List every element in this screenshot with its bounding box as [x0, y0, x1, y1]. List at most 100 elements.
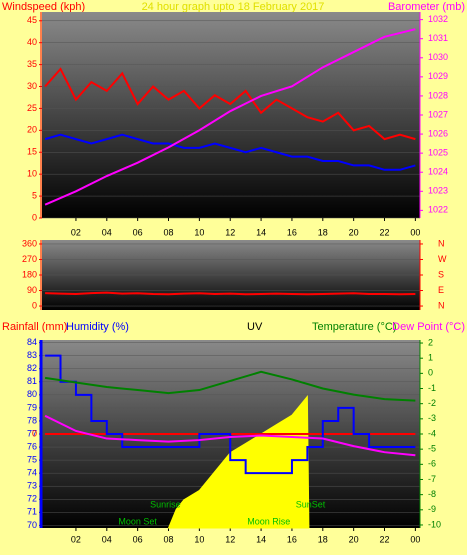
- x-tick-label: 20: [349, 534, 359, 544]
- series-line: [45, 291, 416, 296]
- y2-tick-label: 1022: [428, 205, 448, 215]
- x-tick-label: 14: [256, 534, 266, 544]
- series-line: [44, 370, 416, 402]
- x-tick-label: 00: [410, 534, 420, 544]
- dew-label: Dew Point (°C): [392, 321, 465, 333]
- x-tick-label: 08: [164, 534, 174, 544]
- y2-tick-label: 1025: [428, 148, 448, 158]
- y-tick-label: 270: [22, 254, 37, 264]
- series-line: [44, 67, 416, 141]
- x-tick-label: 04: [102, 227, 112, 237]
- annotation: Moon Rise: [247, 516, 290, 526]
- y-tick-label: 71: [27, 507, 37, 517]
- y-tick-label: 76: [27, 441, 37, 451]
- x-tick-label: 22: [380, 227, 390, 237]
- x-tick-label: 14: [256, 227, 266, 237]
- x-tick-label: 22: [380, 534, 390, 544]
- y-tick-label: 0: [32, 300, 37, 310]
- y2-tick-label: 1031: [428, 33, 448, 43]
- y-tick-label: 83: [27, 350, 37, 360]
- x-tick-label: 16: [287, 534, 297, 544]
- uv-label: UV: [247, 321, 263, 333]
- y2-tick-label: -3: [428, 413, 436, 423]
- x-tick-label: 20: [349, 227, 359, 237]
- series-line: [44, 133, 416, 171]
- series-line: [44, 414, 416, 457]
- annotation: Moon Set: [118, 516, 157, 526]
- y-tick-label: 0: [32, 212, 37, 222]
- y2-tick-label: 1032: [428, 14, 448, 24]
- x-tick-label: 02: [71, 534, 81, 544]
- y2-tick-label: 1030: [428, 52, 448, 62]
- x-tick-label: 12: [225, 534, 235, 544]
- series-line: [45, 354, 416, 475]
- y2-tick-label: -6: [428, 459, 436, 469]
- y-tick-label: 77: [27, 428, 37, 438]
- y2-tick-label: E: [438, 285, 444, 295]
- y-tick-label: 90: [27, 285, 37, 295]
- series-line: [44, 28, 416, 206]
- y-tick-label: 15: [27, 147, 37, 157]
- y-tick-label: 10: [27, 169, 37, 179]
- y-tick-label: 30: [27, 81, 37, 91]
- x-tick-label: 10: [194, 227, 204, 237]
- x-tick-label: 18: [318, 227, 328, 237]
- annotation: SunSet: [296, 499, 326, 509]
- baro-label: Barometer (mb): [388, 1, 465, 13]
- y2-tick-label: 1023: [428, 186, 448, 196]
- y2-tick-label: N: [438, 238, 445, 248]
- y-tick-label: 20: [27, 125, 37, 135]
- y-tick-label: 75: [27, 454, 37, 464]
- y-tick-label: 45: [27, 15, 37, 25]
- temp-label: Temperature (°C): [312, 321, 396, 333]
- x-tick-label: 08: [164, 227, 174, 237]
- y-tick-label: 82: [27, 363, 37, 373]
- title: 24 hour graph upto 18 February 2017: [142, 1, 325, 13]
- y2-tick-label: -4: [428, 428, 436, 438]
- y2-tick-label: 1029: [428, 71, 448, 81]
- wind-label: Windspeed (kph): [2, 1, 85, 13]
- uv-area: [167, 395, 310, 529]
- y2-tick-label: -2: [428, 398, 436, 408]
- plot-area: [42, 12, 420, 218]
- y2-tick-label: 2: [428, 337, 433, 347]
- y2-tick-label: -1: [428, 383, 436, 393]
- x-tick-label: 12: [225, 227, 235, 237]
- y-tick-label: 180: [22, 269, 37, 279]
- y-tick-label: 5: [32, 190, 37, 200]
- y-tick-label: 360: [22, 238, 37, 248]
- y2-tick-label: W: [438, 254, 447, 264]
- x-tick-label: 06: [133, 227, 143, 237]
- y-tick-label: 74: [27, 468, 37, 478]
- y-tick-label: 72: [27, 494, 37, 504]
- y-tick-label: 70: [27, 520, 37, 530]
- y-tick-label: 78: [27, 415, 37, 425]
- x-tick-label: 18: [318, 534, 328, 544]
- x-tick-label: 06: [133, 534, 143, 544]
- y2-tick-label: N: [438, 300, 445, 310]
- y-tick-label: 80: [27, 389, 37, 399]
- y2-tick-label: 0: [428, 368, 433, 378]
- y2-tick-label: -8: [428, 489, 436, 499]
- y2-tick-label: 1026: [428, 128, 448, 138]
- x-tick-label: 02: [71, 227, 81, 237]
- rain-label: Rainfall (mm): [2, 321, 67, 333]
- y2-tick-label: -9: [428, 504, 436, 514]
- y-tick-label: 79: [27, 402, 37, 412]
- y2-tick-label: 1024: [428, 167, 448, 177]
- y2-tick-label: 1028: [428, 90, 448, 100]
- x-tick-label: 10: [194, 534, 204, 544]
- y-tick-label: 84: [27, 337, 37, 347]
- x-tick-label: 04: [102, 534, 112, 544]
- y2-tick-label: S: [438, 269, 444, 279]
- y-tick-label: 73: [27, 481, 37, 491]
- y-tick-label: 40: [27, 37, 37, 47]
- humidity-label: Humidity (%): [66, 321, 129, 333]
- y2-tick-label: -10: [428, 519, 441, 529]
- y-tick-label: 35: [27, 59, 37, 69]
- y2-tick-label: 1027: [428, 109, 448, 119]
- rain-tick-label: 0: [32, 428, 37, 438]
- x-tick-label: 16: [287, 227, 297, 237]
- y2-tick-label: -7: [428, 474, 436, 484]
